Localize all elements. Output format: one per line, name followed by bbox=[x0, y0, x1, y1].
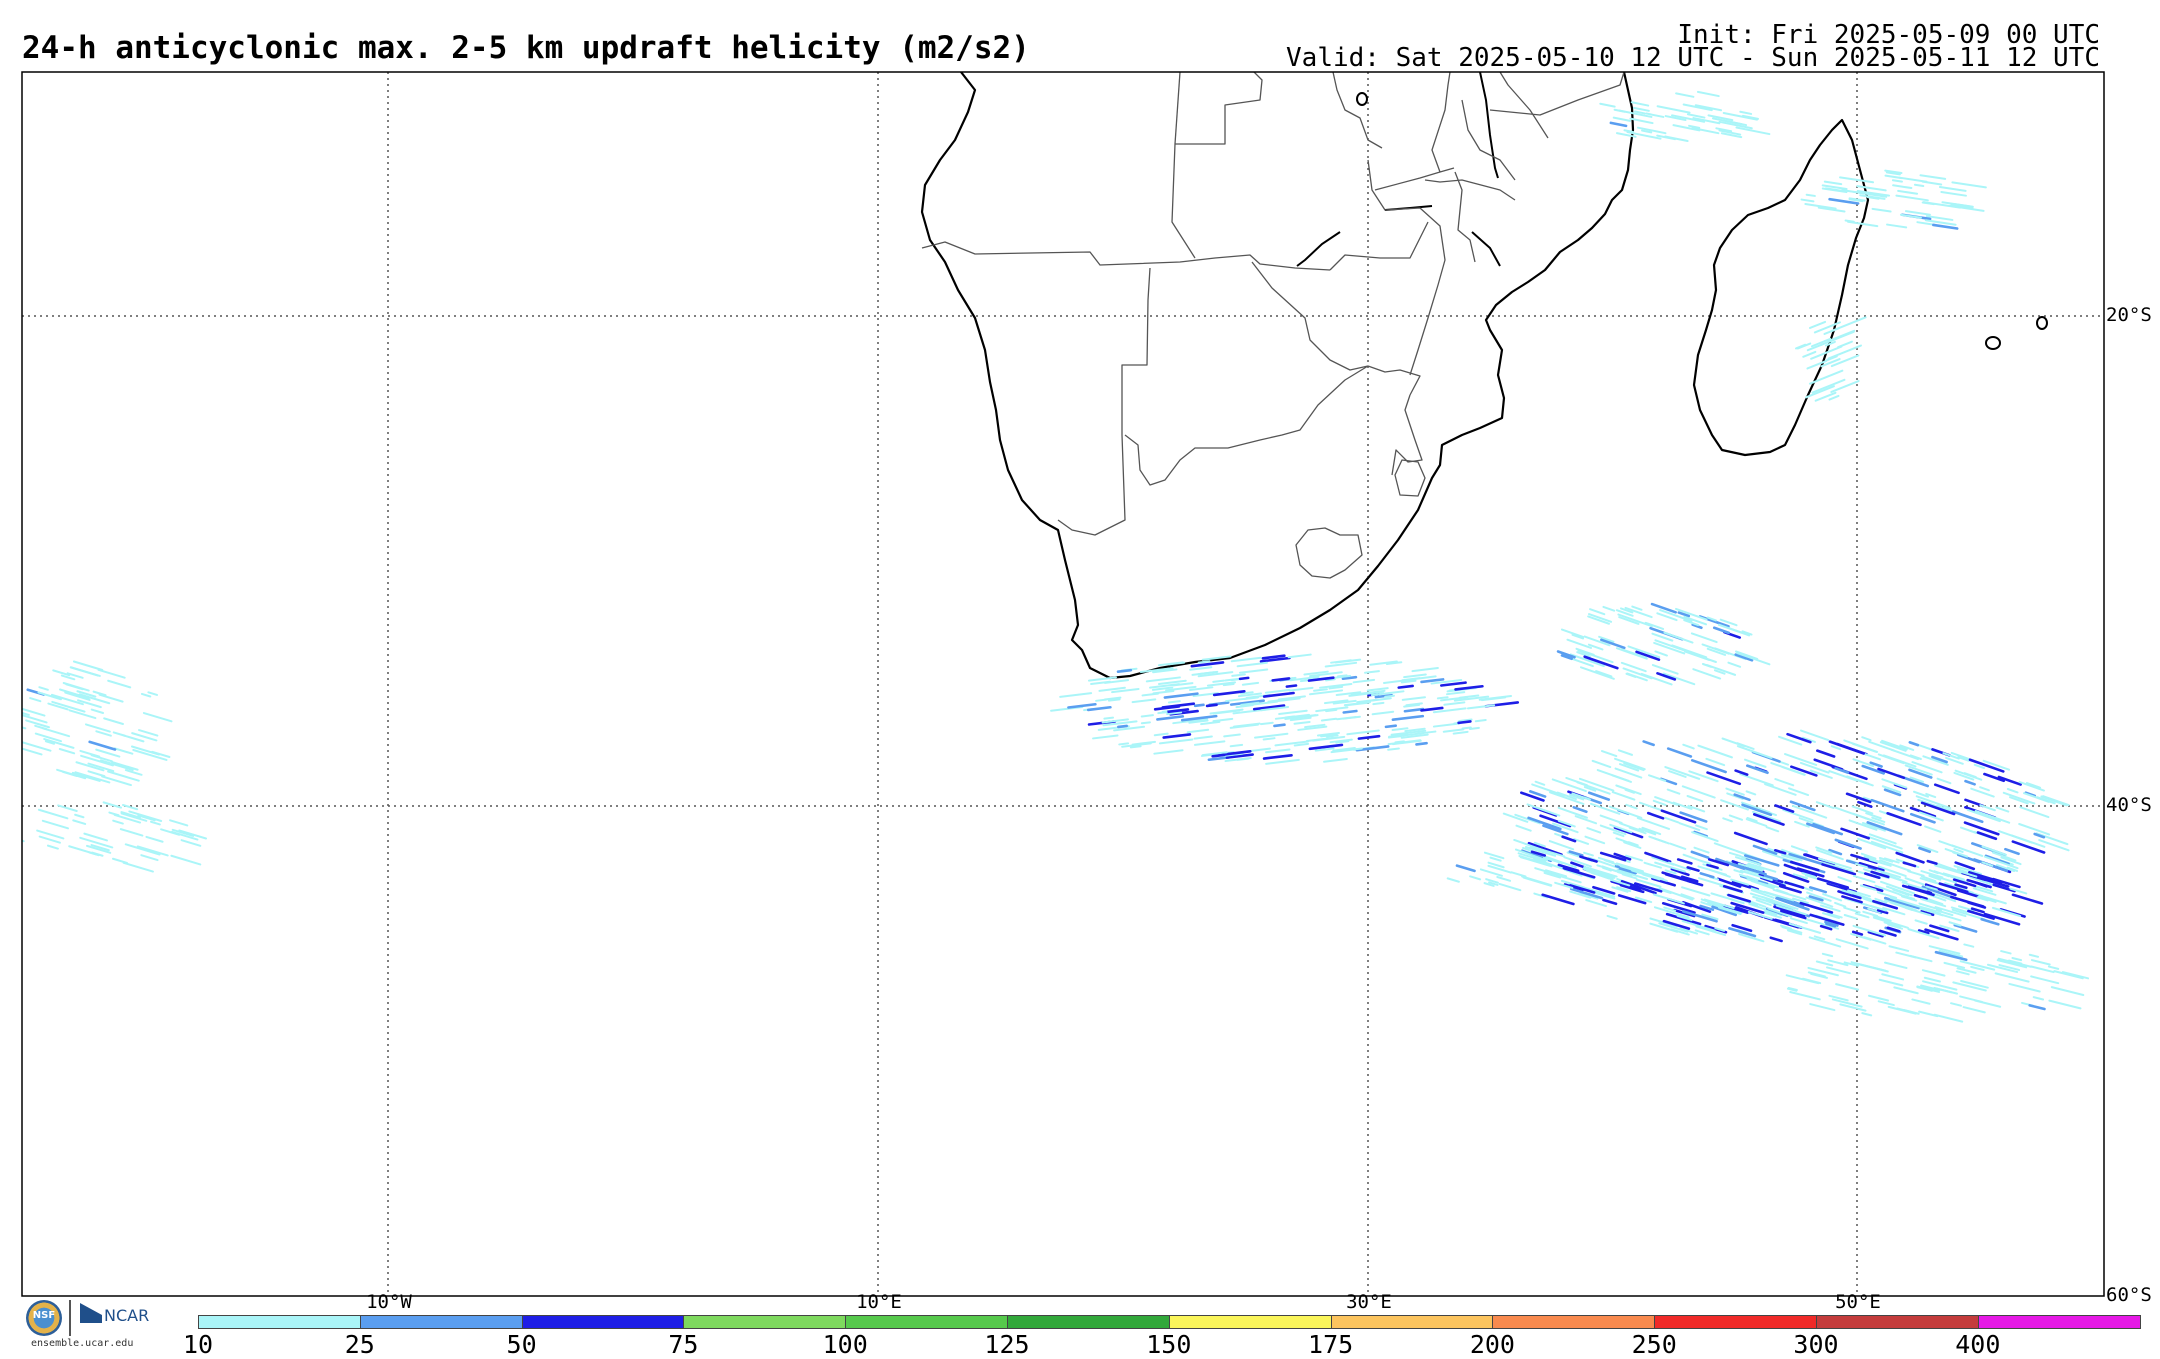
colorbar-tick-label: 25 bbox=[344, 1330, 375, 1359]
colorbar-tick-label: 200 bbox=[1469, 1330, 1515, 1359]
colorbar-tick-label: 300 bbox=[1793, 1330, 1839, 1359]
country-borders bbox=[921, 72, 1625, 579]
colorbar-segment bbox=[1007, 1315, 1170, 1329]
nsf-logo: NSF bbox=[26, 1300, 62, 1336]
colorbar-segment bbox=[1168, 1315, 1332, 1329]
map-title: 24-h anticyclonic max. 2-5 km updraft he… bbox=[22, 30, 1030, 66]
lon-label-10w: 10°W bbox=[366, 1291, 412, 1313]
lat-label-20s: 20°S bbox=[2106, 304, 2152, 326]
colorbar-segment bbox=[1816, 1315, 1979, 1329]
colorbar-tick-label: 100 bbox=[822, 1330, 868, 1359]
colorbar-tick-label: 50 bbox=[506, 1330, 537, 1359]
colorbar-segment bbox=[1492, 1315, 1656, 1329]
ncar-logo-mark bbox=[80, 1303, 102, 1323]
colorbar-tick-label: 75 bbox=[668, 1330, 699, 1359]
lon-label-50e: 50°E bbox=[1835, 1291, 1881, 1313]
colorbar-segment bbox=[1330, 1315, 1494, 1329]
africa-coastline bbox=[920, 72, 1635, 680]
madagascar-coastline bbox=[1692, 118, 1870, 457]
colorbar-tick-label: 175 bbox=[1308, 1330, 1354, 1359]
colorbar-tick-label: 125 bbox=[984, 1330, 1030, 1359]
colorbar-tick-label: 400 bbox=[1955, 1330, 2001, 1359]
lat-label-40s: 40°S bbox=[2106, 794, 2152, 816]
colorbar-segment bbox=[359, 1315, 523, 1329]
colorbar-tick-label: 10 bbox=[182, 1330, 214, 1359]
colorbar-segment bbox=[1654, 1315, 1817, 1329]
colorbar-segment bbox=[683, 1315, 847, 1329]
map-frame bbox=[21, 71, 2105, 1297]
colorbar-segment bbox=[845, 1315, 1008, 1329]
site-url: ensemble.ucar.edu bbox=[31, 1338, 134, 1349]
lon-label-10e: 10°E bbox=[856, 1291, 902, 1313]
ncar-logo: NCAR bbox=[104, 1306, 150, 1325]
lat-label-60s: 60°S bbox=[2106, 1284, 2152, 1306]
lat-lon-grid bbox=[22, 72, 2104, 1296]
colorbar-segment bbox=[198, 1315, 361, 1329]
lon-label-30e: 30°E bbox=[1346, 1291, 1392, 1313]
helicity-swaths bbox=[22, 90, 2090, 1023]
colorbar-segment bbox=[1977, 1315, 2141, 1329]
colorbar-tick-label: 250 bbox=[1631, 1330, 1677, 1359]
colorbar-segment bbox=[521, 1315, 685, 1329]
logo-separator bbox=[69, 1300, 71, 1336]
valid-period: Valid: Sat 2025-05-10 12 UTC - Sun 2025-… bbox=[1286, 43, 2100, 73]
colorbar-tick-label: 150 bbox=[1146, 1330, 1192, 1359]
init-time: Init: Fri 2025-05-09 00 UTC bbox=[1677, 20, 2100, 50]
